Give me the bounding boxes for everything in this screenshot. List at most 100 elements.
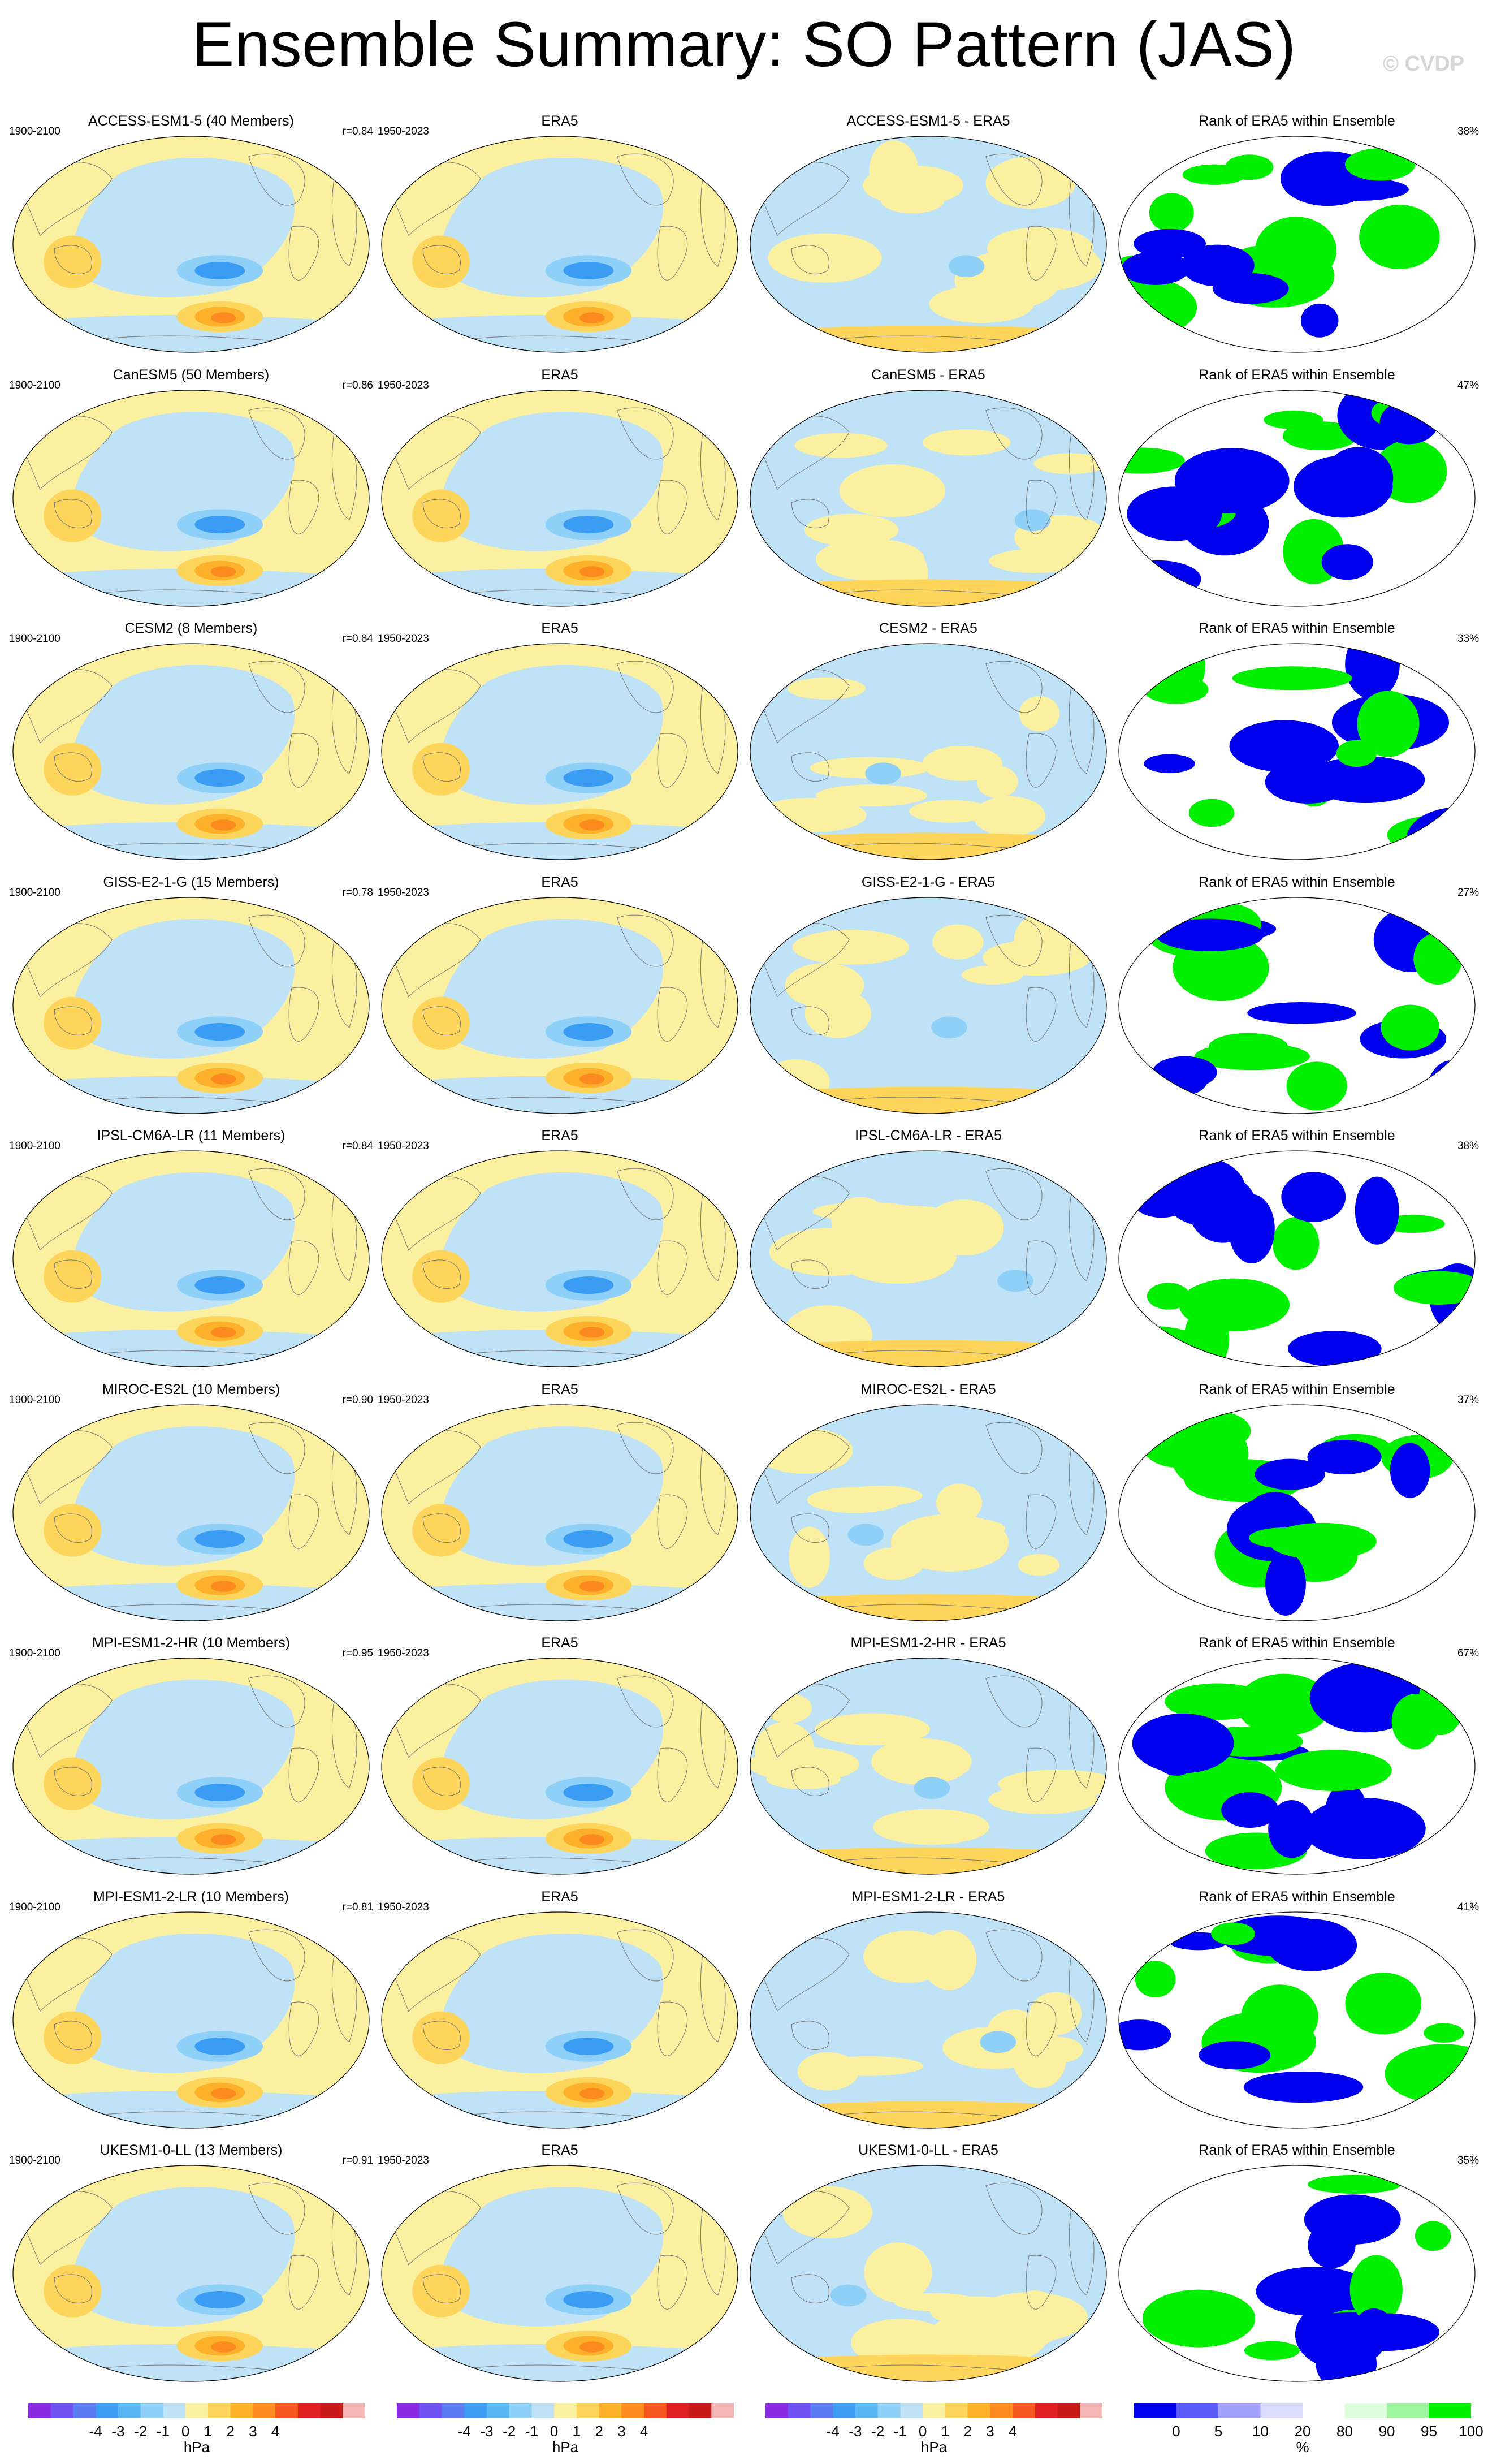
colorbar-swatch — [486, 2403, 510, 2418]
colorbar-swatch — [666, 2403, 690, 2418]
colorbar-swatch — [1176, 2403, 1219, 2418]
colorbar-swatch — [621, 2403, 644, 2418]
panel-stat-label: r=0.90 — [342, 1393, 373, 1406]
panel-title: MPI-ESM1-2-HR (10 Members) — [92, 1635, 291, 1651]
pattern-map — [381, 643, 738, 860]
panel-title: ERA5 — [541, 1888, 578, 1905]
panel-title: CanESM5 (50 Members) — [113, 366, 270, 383]
panel-title: IPSL-CM6A-LR (11 Members) — [97, 1128, 286, 1143]
panel-title: GISS-E2-1-G (15 Members) — [103, 874, 279, 890]
panel-period-label: 1950-2023 — [378, 1647, 429, 1659]
colorbar-tick: -3 — [849, 2423, 862, 2440]
colorbar-tick: 2 — [226, 2423, 235, 2440]
pattern-map — [381, 136, 738, 353]
colorbar-tick: -1 — [893, 2423, 907, 2440]
panel-title: CanESM5 - ERA5 — [871, 366, 985, 383]
colorbar-swatch — [28, 2403, 51, 2418]
colorbar-swatch — [599, 2403, 622, 2418]
pattern-map — [750, 389, 1107, 607]
colorbar-unit: hPa — [552, 2439, 579, 2456]
colorbar-tick: -1 — [156, 2423, 170, 2440]
panel-period-label: 1900-2100 — [9, 379, 60, 391]
panel-stat-label: 33% — [1457, 633, 1479, 645]
colorbar-swatch — [923, 2403, 946, 2418]
panel-period-label: 1950-2023 — [378, 126, 429, 137]
panel-title: ERA5 — [541, 1381, 578, 1397]
panel-stat-label: 27% — [1457, 886, 1479, 899]
pattern-map — [750, 896, 1107, 1114]
panel-stat-label: 47% — [1457, 379, 1479, 391]
pattern-map — [12, 2165, 370, 2382]
colorbar-tick: 3 — [617, 2423, 626, 2440]
pattern-map — [12, 1404, 370, 1621]
panel-period-label: 1950-2023 — [378, 1393, 429, 1406]
panel-title: MPI-ESM1-2-HR - ERA5 — [850, 1635, 1006, 1651]
panel-title: UKESM1-0-LL (13 Members) — [100, 2142, 283, 2158]
colorbar-swatch — [810, 2403, 833, 2418]
panel-title: Rank of ERA5 within Ensemble — [1199, 366, 1395, 383]
panel-title: MPI-ESM1-2-LR - ERA5 — [851, 1888, 1005, 1905]
rank-map — [1118, 1658, 1476, 1875]
colorbar-tick: 5 — [1214, 2423, 1223, 2440]
colorbar — [397, 2403, 734, 2418]
colorbar-tick: -4 — [89, 2423, 102, 2440]
panel-title: ERA5 — [541, 1635, 578, 1651]
panel-stat-label: r=0.91 — [342, 2155, 373, 2167]
pattern-map — [750, 643, 1107, 860]
panel-title: IPSL-CM6A-LR - ERA5 — [855, 1128, 1002, 1143]
colorbar-swatch — [50, 2403, 73, 2418]
panel-title: Rank of ERA5 within Ensemble — [1199, 1381, 1395, 1397]
panel-title: Rank of ERA5 within Ensemble — [1199, 1635, 1395, 1651]
colorbar-tick: 0 — [918, 2423, 927, 2440]
panel-period-label: 1900-2100 — [9, 1647, 60, 1659]
pattern-map — [381, 389, 738, 607]
colorbar-tick: -1 — [525, 2423, 538, 2440]
panel-title: MPI-ESM1-2-LR (10 Members) — [93, 1888, 289, 1905]
panel-stat-label: r=0.84 — [342, 126, 373, 137]
colorbar-tick: -4 — [457, 2423, 471, 2440]
colorbar-tick: 0 — [181, 2423, 190, 2440]
panel-title: UKESM1-0-LL - ERA5 — [858, 2142, 998, 2158]
colorbar-swatch — [1080, 2403, 1102, 2418]
rank-map — [1118, 1404, 1476, 1621]
panel-title: ERA5 — [541, 2142, 578, 2158]
panel-title: ACCESS-ESM1-5 - ERA5 — [846, 113, 1010, 129]
colorbar-tick: 90 — [1378, 2423, 1395, 2440]
colorbar-swatch — [297, 2403, 321, 2418]
pattern-map — [381, 2165, 738, 2382]
colorbar-swatch — [1387, 2403, 1429, 2418]
colorbar-unit: % — [1296, 2439, 1309, 2456]
colorbar-swatch — [945, 2403, 968, 2418]
colorbar-tick: -2 — [134, 2423, 148, 2440]
colorbar-swatch — [320, 2403, 343, 2418]
colorbar-swatch — [96, 2403, 119, 2418]
pattern-map — [750, 2165, 1107, 2382]
colorbar-swatch — [644, 2403, 667, 2418]
panel-title: ACCESS-ESM1-5 (40 Members) — [88, 113, 294, 129]
colorbar-tick: 4 — [639, 2423, 648, 2440]
panel-stat-label: r=0.95 — [342, 1647, 373, 1659]
colorbar-swatch — [140, 2403, 163, 2418]
colorbar-swatch — [855, 2403, 879, 2418]
colorbar-unit: hPa — [920, 2439, 948, 2456]
pattern-map — [12, 643, 370, 860]
panel-stat-label: r=0.84 — [342, 633, 373, 645]
colorbar-swatch — [900, 2403, 923, 2418]
colorbar-swatch — [509, 2403, 532, 2418]
panel-stat-label: r=0.86 — [342, 379, 373, 391]
colorbar-tick: 10 — [1252, 2423, 1269, 2440]
panel-stat-label: 37% — [1457, 1393, 1479, 1406]
colorbar-tick: -2 — [503, 2423, 516, 2440]
page-title: Ensemble Summary: SO Pattern (JAS) — [192, 9, 1296, 80]
colorbar-swatch — [442, 2403, 465, 2418]
pattern-map — [750, 1911, 1107, 2129]
pattern-map — [12, 136, 370, 353]
colorbar-swatch — [185, 2403, 209, 2418]
panel-title: Rank of ERA5 within Ensemble — [1199, 2142, 1395, 2158]
colorbar-tick: 0 — [1172, 2423, 1180, 2440]
panel-title: MIROC-ES2L - ERA5 — [860, 1381, 996, 1397]
colorbar-swatch — [1218, 2403, 1261, 2418]
pattern-map — [12, 896, 370, 1114]
panel-title: ERA5 — [541, 874, 578, 890]
colorbar-swatch — [711, 2403, 734, 2418]
